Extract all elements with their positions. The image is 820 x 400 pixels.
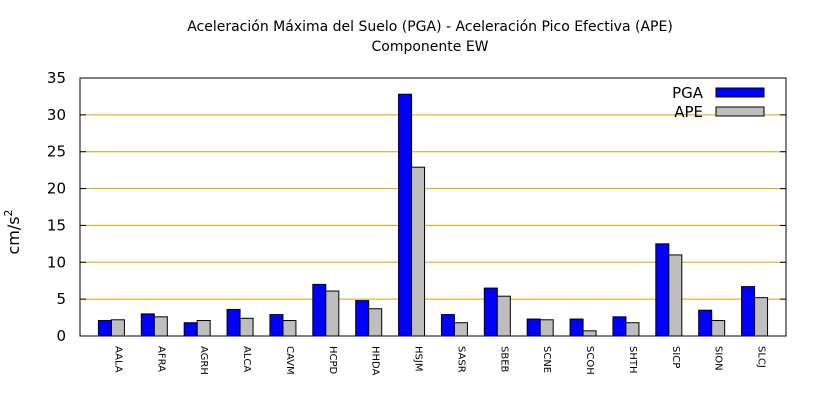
x-tick-label: SHTH (627, 346, 638, 374)
y-axis-label: cm/s2 (2, 209, 23, 254)
bar-pga-agrh (183, 322, 198, 337)
bar-pga-shth (612, 316, 627, 337)
y-tick-label: 20 (47, 180, 66, 198)
x-tick-label: SLCJ (756, 346, 767, 368)
bar-pga-hhda (355, 300, 370, 337)
y-tick-label: 30 (47, 106, 66, 124)
bar-ape-scoh (582, 330, 597, 337)
legend-label-pga: PGA (672, 84, 704, 102)
bar-pga-slcj (741, 286, 756, 337)
y-axis-label-unit: cm/s (4, 216, 23, 254)
legend-swatch-ape (715, 106, 765, 117)
bar-ape-hsjm (411, 166, 426, 337)
bar-ape-cavm (282, 320, 297, 337)
bar-ape-hcpd (325, 290, 340, 337)
y-tick-label: 35 (47, 69, 66, 87)
bar-pga-sbeb (483, 287, 498, 337)
bar-ape-hhda (368, 308, 383, 337)
x-tick-label: HCPD (327, 346, 338, 375)
legend-swatch-pga (715, 87, 765, 98)
x-tick-label: AALA (112, 346, 123, 373)
bar-pga-alca (226, 308, 241, 337)
bar-ape-scne (539, 319, 554, 337)
bars (97, 93, 769, 337)
bar-ape-aala (110, 319, 125, 337)
x-tick-label: CAVM (284, 346, 295, 375)
bar-ape-alca (239, 317, 254, 337)
x-tick-label: ALCA (241, 346, 252, 372)
chart-title: Aceleración Máxima del Suelo (PGA) - Ace… (187, 19, 673, 35)
bar-ape-sicp (668, 254, 683, 337)
bar-pga-afra (140, 313, 155, 337)
y-tick-label: 15 (47, 216, 66, 234)
x-tick-label: SICP (670, 346, 681, 368)
bar-pga-cavm (269, 314, 284, 337)
y-tick-label: 5 (56, 290, 66, 308)
legend-label-ape: APE (674, 103, 703, 121)
axes (79, 77, 787, 337)
bar-ape-afra (153, 316, 168, 337)
bar-ape-shth (625, 322, 640, 337)
bar-ape-sion (711, 320, 726, 337)
bar-pga-scne (526, 318, 541, 337)
bar-pga-aala (97, 320, 112, 337)
x-tick-label: SION (713, 346, 724, 371)
y-tick-label: 10 (47, 253, 66, 271)
x-tick-label: SCOH (584, 346, 595, 375)
bar-pga-sion (698, 309, 713, 337)
bar-ape-agrh (196, 320, 211, 337)
x-tick-label: AGRH (198, 346, 209, 375)
bar-pga-scoh (569, 318, 584, 337)
bar-ape-sasr (453, 322, 468, 337)
y-tick-label: 25 (47, 143, 66, 161)
y-tick-label: 0 (56, 327, 66, 345)
bar-pga-hcpd (312, 283, 327, 337)
x-tick-label: HHDA (370, 346, 381, 376)
x-tick-label: AFRA (155, 346, 166, 372)
plot-frame (79, 77, 787, 337)
x-tick-label: SASR (455, 346, 466, 373)
bar-ape-sbeb (496, 295, 511, 337)
bar-pga-sasr (440, 314, 455, 337)
bar-pga-hsjm (398, 93, 413, 337)
y-axis-label-exponent: 2 (2, 209, 15, 216)
bar-ape-slcj (754, 297, 769, 337)
chart-subtitle: Componente EW (371, 39, 488, 55)
tick-labels: 0 5 10 15 20 25 30 35 AALA AFRA AGRH ALCA CAVM HCPD HH… (47, 69, 767, 376)
x-tick-label: SBEB (498, 346, 509, 373)
x-tick-label: SCNE (541, 346, 552, 373)
bar-pga-sicp (655, 243, 670, 337)
x-tick-label: HSJM (413, 346, 424, 371)
